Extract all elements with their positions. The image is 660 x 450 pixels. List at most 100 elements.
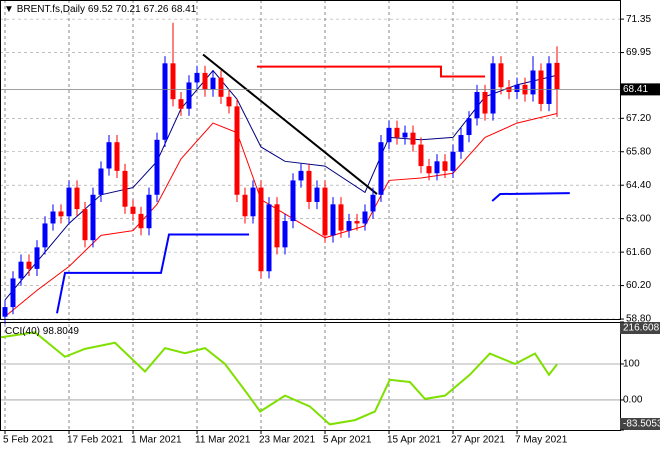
y-tick-label: 63.00 [626,213,651,224]
y-tick-label: 71.35 [626,14,651,25]
candle-body [538,70,544,104]
candle-body [146,194,152,229]
x-tick-label: 5 Apr 2021 [323,435,372,446]
candle-body [354,221,360,224]
candle-body [466,118,472,136]
candle-body [370,194,376,212]
candle-body [442,161,448,171]
y-tick-label: 58.80 [626,314,651,325]
candle-body [202,72,208,90]
x-tick-label: 11 Mar 2021 [195,435,251,446]
candle-body [74,187,80,210]
cci-frame [0,322,621,431]
candle-body [114,142,120,171]
cci-label: CCI(40) [5,326,40,337]
candle-body [242,194,248,217]
candle-body [274,204,280,248]
low: 67.26 [143,4,168,15]
candle-body [498,63,504,88]
candle-body [210,77,216,90]
candle-body [138,213,144,229]
indicator-line [56,233,249,314]
candle-body [314,187,320,202]
candle-body [490,63,496,114]
cci-tick-label: -83.5053 [623,419,660,430]
candle-body [130,206,136,214]
header-icon: ▼ [4,4,17,15]
cci-tick-label: 216.608 [623,323,660,334]
candle-body [18,261,24,279]
candle-body [418,144,424,167]
candle-body [362,211,368,224]
candle-body [82,209,88,241]
candle-body [106,142,112,169]
candle-body [50,211,56,224]
cci-limit-box [620,322,660,334]
y-tick-label: 60.20 [626,280,651,291]
x-tick-label: 15 Apr 2021 [387,435,441,446]
candle-body [250,187,256,217]
candle-body [306,170,312,202]
x-tick-label: 5 Feb 2021 [3,435,54,446]
cci-tick-label: 100 [623,359,640,370]
candle-body [170,63,176,100]
close: 68.41 [171,4,196,15]
current-price-box [620,83,660,96]
indicator-line [257,65,485,78]
cci-tick-label: 0.00 [623,395,643,406]
cci-line [0,331,558,426]
x-tick-label: 23 Mar 2021 [259,435,316,446]
x-tick-label: 27 Apr 2021 [451,435,505,446]
candle-body [162,63,168,140]
candle-body [514,84,520,93]
candle-body [98,168,104,195]
candle-body [298,170,304,181]
y-tick-label: 61.60 [626,247,651,258]
candle-body [258,187,264,272]
marks [0,22,620,426]
candle-body [386,127,392,143]
candle-body [426,166,432,174]
candle-body [330,204,336,236]
indicator-line [202,53,378,195]
cci-value: 98.8049 [43,326,80,337]
candle-body [218,77,224,97]
header: ▼ BRENT.fs,Daily 69.52 70.21 67.26 68.41 [4,4,197,15]
indicator-line [491,192,570,202]
candle-body [26,261,32,269]
candle-body [178,99,184,109]
candle-body [266,204,272,272]
candle-body [554,62,560,90]
candle-body [186,82,192,109]
candle-body [34,247,40,269]
candle-body [290,180,296,222]
candle-body [378,142,384,195]
x-tick-label: 17 Feb 2021 [67,435,124,446]
candle-body [194,72,200,83]
cci-limit-box [620,418,660,430]
x-tick-label: 7 May 2021 [515,435,568,446]
price-frame [0,0,621,320]
candle-body [322,187,328,236]
candle-body [546,63,552,104]
candle-body [2,307,8,317]
symbol: BRENT.fs,Daily [17,4,85,15]
x-tick-label: 1 Mar 2021 [131,435,182,446]
candle-body [10,278,16,308]
candle-body [410,132,416,145]
candle-body [346,221,352,231]
candle-body [58,211,64,217]
candle-body [42,223,48,248]
candle-body [66,187,72,217]
y-tick-label: 69.95 [626,47,651,58]
candle-body [394,127,400,138]
candle-body [434,161,440,174]
candle-body [338,204,344,231]
high: 70.21 [116,4,141,15]
candle-body [282,221,288,248]
candle-body [450,151,456,171]
candle-body [458,135,464,152]
candle-body [530,70,536,95]
open: 69.52 [88,4,113,15]
